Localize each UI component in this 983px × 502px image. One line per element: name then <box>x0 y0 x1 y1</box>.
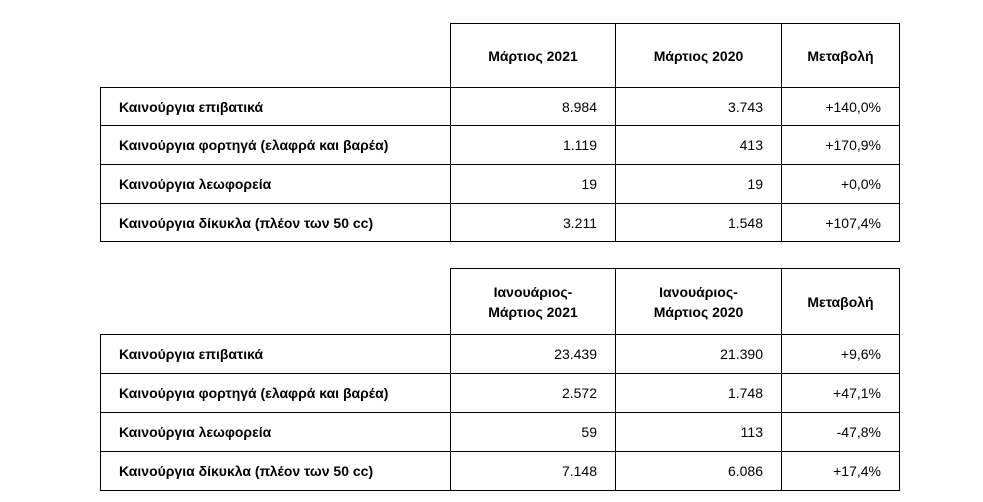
column-header: Ιανουάριος- Μάρτιος 2020 <box>615 268 782 335</box>
table-cell-text: 7.148 <box>561 463 597 479</box>
table-cell: 1.548 <box>615 203 782 242</box>
table-cell-text: 21.390 <box>720 346 763 362</box>
table-cell: 413 <box>615 125 782 165</box>
table-cell-text: +9,6% <box>840 346 881 362</box>
table-cell: 113 <box>615 412 782 452</box>
table-cell-text: -47,8% <box>836 424 881 440</box>
row-label-text: Καινούργια φορτηγά (ελαφρά και βαρέα) <box>119 137 389 153</box>
row-label: Καινούργια δίκυκλα (πλέον των 50 cc) <box>100 451 451 491</box>
table-cell-text: +47,1% <box>833 385 881 401</box>
row-label: Καινούργια λεωφορεία <box>100 164 451 204</box>
table-cell-text: 19 <box>581 176 597 192</box>
column-header-text: Μεταβολή <box>807 293 874 310</box>
table-cell: +17,4% <box>781 451 900 491</box>
row-label-text: Καινούργια φορτηγά (ελαφρά και βαρέα) <box>119 385 389 401</box>
table-cell: 59 <box>450 412 616 452</box>
table-cell-text: 1.548 <box>727 214 763 231</box>
row-label: Καινούργια φορτηγά (ελαφρά και βαρέα) <box>100 125 451 165</box>
table-cell-text: 19 <box>747 176 763 192</box>
table-cell: 2.572 <box>450 373 616 413</box>
table-cell-text: 113 <box>740 424 763 440</box>
table-cell: 1.119 <box>450 125 616 165</box>
row-label: Καινούργια επιβατικά <box>100 334 451 374</box>
table-cell-text: 8.984 <box>561 98 597 115</box>
table-cell-text: 23.439 <box>554 346 597 362</box>
table-cell-text: 6.086 <box>727 463 763 479</box>
table-cell-text: +17,4% <box>833 463 881 479</box>
row-label-text: Καινούργια δίκυκλα (πλέον των 50 cc) <box>119 463 374 479</box>
table-cell: +107,4% <box>781 203 900 242</box>
column-header-text: Ιανουάριος- Μάρτιος 2021 <box>488 283 578 320</box>
table-cell-text: 413 <box>739 137 763 153</box>
row-label-text: Καινούργια επιβατικά <box>119 346 264 362</box>
table-cell: 23.439 <box>450 334 616 374</box>
table-cell: 3.211 <box>450 203 616 242</box>
table-cell: -47,8% <box>781 412 900 452</box>
table-cell: 1.748 <box>615 373 782 413</box>
row-label-text: Καινούργια επιβατικά <box>119 98 264 115</box>
column-header: Ιανουάριος- Μάρτιος 2021 <box>450 268 616 335</box>
table-cell: 6.086 <box>615 451 782 491</box>
table-cell: +170,9% <box>781 125 900 165</box>
table-cell: 19 <box>450 164 616 204</box>
table-cell: +9,6% <box>781 334 900 374</box>
table-cell-text: +170,9% <box>825 137 881 153</box>
row-label: Καινούργια επιβατικά <box>100 87 451 126</box>
column-header-text: Ιανουάριος- Μάρτιος 2020 <box>653 283 744 320</box>
row-label-text: Καινούργια λεωφορεία <box>119 424 272 440</box>
table-cell: +140,0% <box>781 87 900 126</box>
table-cell: 19 <box>615 164 782 204</box>
row-label-text: Καινούργια δίκυκλα (πλέον των 50 cc) <box>119 214 374 231</box>
table-cell-text: 2.572 <box>561 385 597 401</box>
column-header: Μάρτιος 2021 <box>450 23 616 88</box>
table-cell-text: 59 <box>581 424 597 440</box>
table-cell-text: 3.211 <box>563 214 597 231</box>
table-cell-text: +140,0% <box>825 98 881 115</box>
column-header: Μεταβολή <box>781 23 900 88</box>
row-label: Καινούργια φορτηγά (ελαφρά και βαρέα) <box>100 373 451 413</box>
table-cell-text: 3.743 <box>727 98 763 115</box>
table-cell-text: +107,4% <box>825 214 881 231</box>
row-label: Καινούργια δίκυκλα (πλέον των 50 cc) <box>100 203 451 242</box>
table-cell: +47,1% <box>781 373 900 413</box>
table-cell: 3.743 <box>615 87 782 126</box>
column-header: Μάρτιος 2020 <box>615 23 782 88</box>
table-cell: 21.390 <box>615 334 782 374</box>
table-cell-text: +0,0% <box>840 176 881 192</box>
table-cell: +0,0% <box>781 164 900 204</box>
table-cell-text: 1.748 <box>727 385 763 401</box>
table-cell: 7.148 <box>450 451 616 491</box>
column-header-text: Μάρτιος 2021 <box>488 47 578 64</box>
table-cell: 8.984 <box>450 87 616 126</box>
row-label: Καινούργια λεωφορεία <box>100 412 451 452</box>
column-header: Μεταβολή <box>781 268 900 335</box>
table-cell-text: 1.119 <box>563 137 597 153</box>
column-header-text: Μεταβολή <box>807 47 874 64</box>
row-label-text: Καινούργια λεωφορεία <box>119 176 272 192</box>
column-header-text: Μάρτιος 2020 <box>653 47 744 64</box>
